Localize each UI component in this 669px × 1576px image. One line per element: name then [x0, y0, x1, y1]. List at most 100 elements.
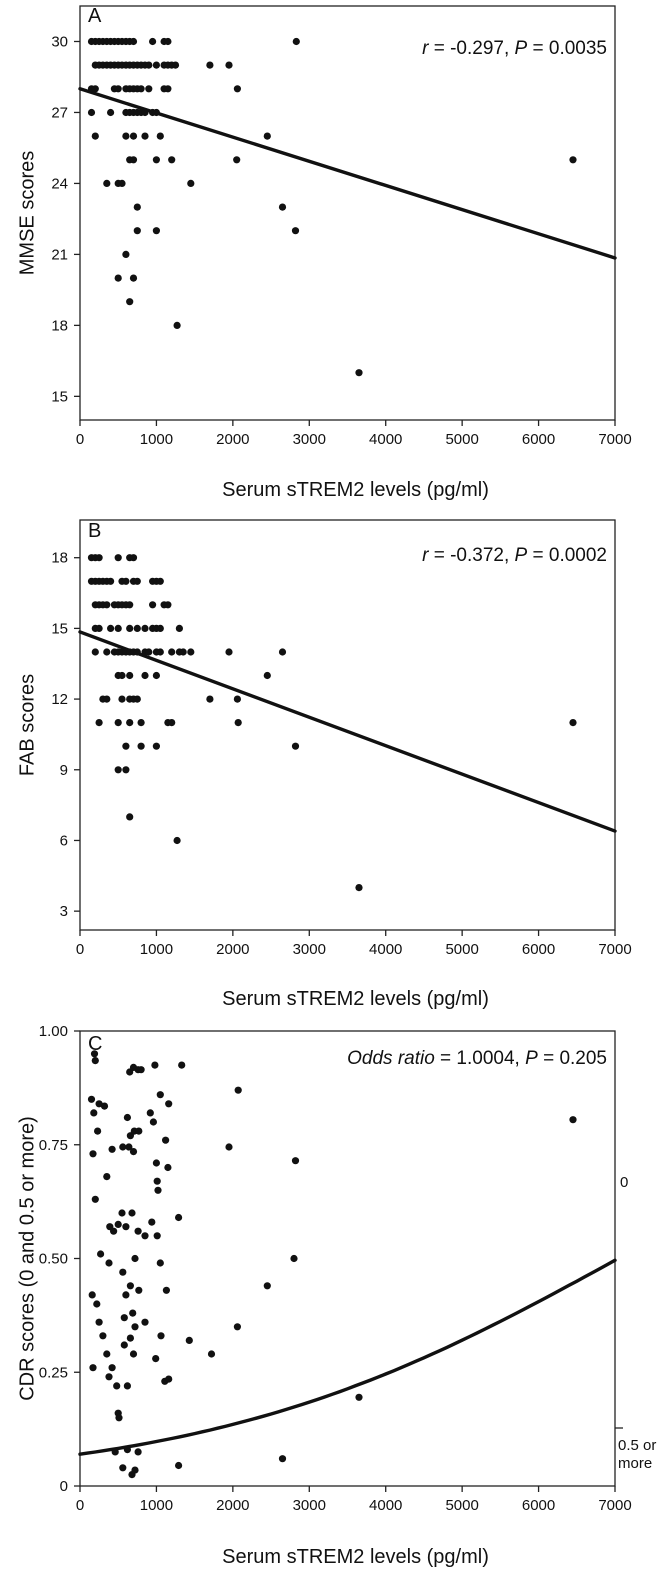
data-point — [175, 1461, 183, 1470]
data-point — [141, 624, 149, 633]
data-point — [103, 1350, 111, 1358]
data-point — [118, 1209, 126, 1217]
data-point — [133, 577, 141, 585]
x-tick-label: 7000 — [598, 941, 631, 958]
data-point — [120, 1341, 128, 1349]
data-point — [151, 1061, 159, 1069]
data-point — [175, 1213, 183, 1222]
data-point — [103, 695, 111, 703]
data-point — [569, 719, 577, 727]
data-point — [94, 1127, 102, 1135]
data-point — [131, 1323, 139, 1331]
data-point — [114, 766, 122, 774]
data-point — [129, 554, 138, 562]
data-point — [122, 766, 130, 774]
regression-line — [78, 630, 617, 833]
data-point — [122, 250, 130, 258]
data-point — [157, 1332, 165, 1340]
x-tick-label: 7000 — [598, 431, 631, 448]
data-point — [141, 108, 149, 117]
data-point — [225, 1143, 233, 1151]
data-point — [95, 719, 103, 727]
right-label-cdr-0: 0 — [620, 1174, 628, 1191]
data-point — [156, 1091, 164, 1099]
data-point — [126, 671, 134, 680]
data-point — [126, 601, 134, 609]
data-point — [153, 1177, 161, 1185]
x-tick-label: 6000 — [522, 941, 555, 958]
data-point — [110, 1227, 118, 1235]
data-point — [129, 1148, 138, 1156]
data-point — [185, 1336, 193, 1344]
data-point — [89, 1364, 97, 1372]
data-point — [95, 624, 103, 633]
data-point — [162, 1136, 170, 1144]
data-point — [113, 1382, 121, 1390]
data-point — [129, 132, 138, 140]
x-tick-label: 4000 — [369, 941, 402, 958]
data-point — [152, 742, 160, 750]
regression-line — [78, 87, 617, 260]
y-tick-label: 18 — [51, 317, 68, 334]
data-point — [156, 1259, 164, 1267]
data-point — [137, 719, 145, 727]
data-point — [122, 1223, 130, 1231]
data-point — [173, 321, 181, 329]
data-point — [153, 1232, 161, 1240]
x-tick-label: 5000 — [445, 1497, 478, 1514]
panel-b-fab-chart: 0 1000 2000 3000 4000 5000 6000 7000 3 6 9 12 15 18 Se… — [16, 519, 632, 1010]
data-point — [162, 1286, 170, 1294]
x-axis-title: Serum sTREM2 levels (pg/ml) — [222, 988, 489, 1010]
data-point — [152, 156, 160, 164]
data-point — [152, 227, 160, 235]
data-point — [114, 1220, 122, 1228]
data-point — [152, 1355, 160, 1363]
y-tick-label: 3 — [60, 903, 68, 920]
data-point — [134, 1448, 142, 1456]
plot-frame — [79, 1030, 616, 1487]
data-point — [168, 156, 176, 164]
plot-frame — [79, 5, 616, 421]
data-point — [105, 1373, 113, 1381]
data-point — [128, 1209, 136, 1217]
data-point — [146, 1109, 154, 1117]
data-point — [100, 1102, 109, 1110]
data-point — [118, 671, 126, 680]
data-point — [206, 61, 214, 69]
data-point — [233, 695, 241, 703]
x-tick-label: 5000 — [445, 941, 478, 958]
data-point — [95, 1100, 103, 1108]
data-point — [206, 695, 214, 703]
x-tick-label: 2000 — [216, 941, 249, 958]
x-tick-label: 3000 — [293, 431, 326, 448]
data-point — [290, 1254, 298, 1263]
data-point — [126, 1282, 134, 1290]
regression-line — [78, 1258, 617, 1456]
data-point — [88, 1291, 96, 1299]
data-point — [292, 37, 300, 46]
data-point — [118, 179, 126, 187]
data-point — [119, 1464, 127, 1472]
data-point — [119, 1143, 127, 1151]
data-point — [122, 132, 130, 140]
data-point — [133, 695, 141, 703]
data-point — [225, 648, 233, 656]
data-point — [129, 1350, 138, 1358]
data-point — [137, 1066, 145, 1074]
data-point — [126, 813, 134, 821]
data-point — [168, 719, 176, 727]
y-tick-label: 21 — [51, 246, 68, 263]
data-point — [233, 1323, 241, 1331]
data-point — [131, 1254, 139, 1263]
y-tick-label: 27 — [51, 104, 68, 121]
x-tick-label: 0 — [76, 941, 84, 958]
data-point — [156, 648, 164, 656]
data-point — [126, 1334, 134, 1342]
data-point — [133, 624, 141, 633]
data-point — [233, 156, 241, 164]
data-point — [90, 1050, 99, 1058]
panel-label: C — [88, 1033, 102, 1055]
data-point — [175, 624, 183, 633]
data-point — [108, 1364, 116, 1372]
